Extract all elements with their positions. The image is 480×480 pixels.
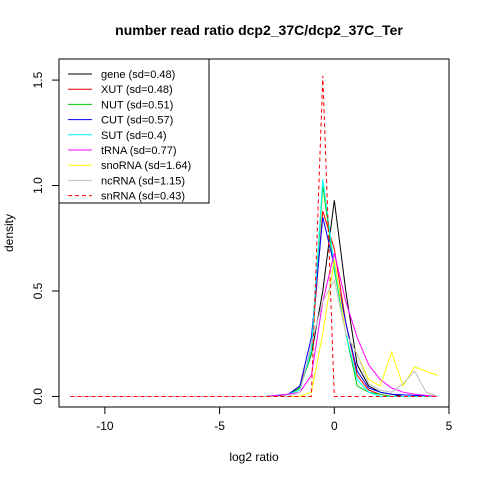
y-tick-label: 0.0 xyxy=(31,388,45,405)
x-tick-label: 0 xyxy=(331,419,338,433)
legend-entry-5: tRNA (sd=0.77) xyxy=(101,145,177,157)
legend-entry-3: CUT (sd=0.57) xyxy=(101,115,173,127)
x-tick-label: -10 xyxy=(96,419,114,433)
legend-entry-4: SUT (sd=0.4) xyxy=(101,130,167,142)
series-layer xyxy=(70,75,438,397)
x-tick-label: -5 xyxy=(214,419,225,433)
x-axis-label: log2 ratio xyxy=(229,450,279,464)
chart-title: number read ratio dcp2_37C/dcp2_37C_Ter xyxy=(115,22,403,38)
legend-box xyxy=(58,58,210,204)
y-axis-label: density xyxy=(2,214,16,252)
legend-entry-8: snRNA (sd=0.43) xyxy=(101,191,185,203)
x-tick-label: 5 xyxy=(446,419,453,433)
legend-entry-0: gene (sd=0.48) xyxy=(101,69,175,81)
y-tick-label: 1.5 xyxy=(31,71,45,88)
series-line-8 xyxy=(70,75,438,397)
x-axis: -10 -5 0 5 xyxy=(96,406,453,433)
y-tick-label: 1.0 xyxy=(31,177,45,194)
legend-entry-6: snoRNA (sd=1.64) xyxy=(101,160,191,172)
legend-entry-2: NUT (sd=0.51) xyxy=(101,99,173,111)
legend-entry-7: ncRNA (sd=1.15) xyxy=(101,175,185,187)
series-line-5 xyxy=(70,252,438,397)
y-tick-label: 0.5 xyxy=(31,282,45,299)
legend: gene (sd=0.48) XUT (sd=0.48) NUT (sd=0.51)… xyxy=(58,58,210,204)
legend-entry-1: XUT (sd=0.48) xyxy=(101,84,173,96)
series-line-7 xyxy=(70,279,438,397)
